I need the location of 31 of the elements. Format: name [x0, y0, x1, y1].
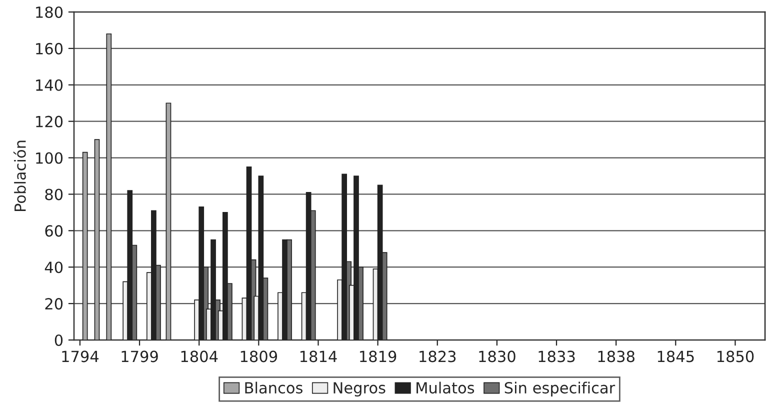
x-tick-label: 1819: [360, 350, 396, 362]
y-axis-title: Población: [13, 140, 26, 211]
x-tick-label: 1830: [479, 350, 516, 362]
y-tick-label: 140: [36, 79, 63, 91]
x-tick-label: 1794: [62, 350, 99, 362]
x-tick-label: 1833: [538, 350, 575, 362]
y-tick-label: 40: [44, 262, 63, 274]
legend-label: Mulatos: [416, 382, 474, 394]
x-tick-label: 1838: [598, 350, 634, 362]
bar: [166, 102, 172, 340]
legend-label: Negros: [334, 382, 386, 397]
bar: [82, 152, 88, 340]
y-tick-label: 160: [36, 42, 63, 54]
y-tick-label: 80: [45, 188, 63, 200]
y-tick-label: 120: [36, 116, 63, 128]
y-tick-label: 60: [45, 225, 63, 237]
x-tick-label: 1850: [717, 350, 754, 362]
bar: [106, 33, 112, 340]
bar: [94, 139, 100, 340]
x-tick-label: 1799: [122, 350, 158, 362]
x-tick-label: 1845: [658, 350, 694, 362]
legend-label: Blancos: [245, 382, 302, 394]
y-tick-label: 180: [36, 6, 63, 18]
y-tick-label: 20: [45, 298, 63, 310]
x-tick-label: 1823: [420, 350, 456, 362]
x-tick-label: 1809: [240, 350, 278, 362]
x-tick-label: 1814: [300, 350, 337, 362]
y-tick-label: 100: [36, 152, 63, 164]
legend-label: Sin especificar: [504, 382, 616, 397]
x-tick-label: 1804: [181, 350, 218, 362]
y-tick-label: 0: [54, 334, 63, 346]
